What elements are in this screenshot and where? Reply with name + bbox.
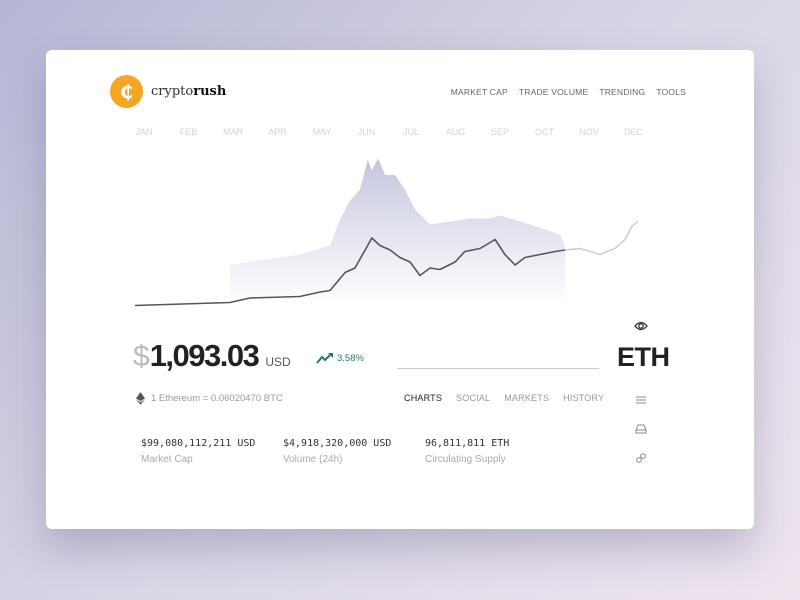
- stat-label: Circulating Supply: [425, 454, 506, 465]
- logo[interactable]: ₵ cryptorush: [110, 75, 226, 108]
- ethereum-icon: [136, 392, 145, 405]
- month-label: AUG: [445, 127, 466, 137]
- price-display: $ 1,093.03 USD: [133, 338, 291, 374]
- tab-markets[interactable]: MARKETS: [504, 393, 550, 403]
- trend-up-icon: [316, 353, 333, 364]
- brand-name-bold: rush: [193, 84, 227, 99]
- search-line-input[interactable]: [397, 368, 599, 369]
- volume-area: [229, 158, 565, 307]
- month-label: FEB: [179, 127, 198, 137]
- nav-market-cap[interactable]: MARKET CAP: [450, 87, 508, 97]
- month-label: SEP: [490, 127, 510, 137]
- month-label: MAR: [223, 127, 243, 137]
- month-label: JUL: [402, 127, 420, 137]
- link-icon[interactable]: [634, 451, 648, 465]
- list-icon[interactable]: [634, 393, 648, 407]
- tab-charts[interactable]: CHARTS: [404, 393, 443, 403]
- stat-supply: 96,811,811 ETH Circulating Supply: [425, 438, 567, 465]
- rate-text: 1 Ethereum = 0.06020470 BTC: [151, 393, 283, 404]
- stat-value: 96,811,811 ETH: [425, 438, 510, 449]
- main-card: ₵ cryptorush MARKET CAP TRADE VOLUME TRE…: [46, 50, 754, 529]
- month-label: JAN: [135, 127, 153, 137]
- nav-trending[interactable]: TRENDING: [599, 87, 646, 97]
- nav-tools[interactable]: TOOLS: [656, 87, 686, 97]
- month-label: JUN: [357, 127, 376, 137]
- stat-volume: $4,918,320,000 USD Volume (24h): [283, 438, 425, 465]
- stats: $99,080,112,211 USD Market Cap $4,918,320…: [141, 438, 567, 465]
- top-nav: MARKET CAP TRADE VOLUME TRENDING TOOLS: [451, 87, 686, 97]
- conversion-rate: 1 Ethereum = 0.06020470 BTC: [136, 392, 283, 405]
- inbox-icon[interactable]: [634, 422, 648, 436]
- logo-coin-icon: ₵: [110, 75, 143, 108]
- month-label: MAY: [312, 127, 332, 137]
- month-label: OCT: [535, 127, 554, 137]
- stat-market-cap: $99,080,112,211 USD Market Cap: [141, 438, 283, 465]
- month-label: DEC: [623, 127, 644, 137]
- month-label: NOV: [579, 127, 599, 137]
- currency-symbol: $: [133, 340, 150, 373]
- tabs: CHARTS SOCIAL MARKETS HISTORY: [404, 393, 604, 403]
- projection-line: [564, 220, 639, 256]
- tab-history[interactable]: HISTORY: [563, 393, 605, 403]
- price-value: 1,093.03: [149, 338, 260, 373]
- price-line: [135, 237, 566, 307]
- price-unit: USD: [265, 355, 291, 369]
- stat-label: Volume (24h): [283, 454, 343, 465]
- stat-value: $99,080,112,211 USD: [141, 438, 256, 449]
- eye-icon[interactable]: [634, 319, 648, 333]
- stat-value: $4,918,320,000 USD: [283, 438, 392, 449]
- brand-name: cryptorush: [151, 84, 226, 99]
- tab-social[interactable]: SOCIAL: [456, 393, 491, 403]
- month-axis: JAN FEB MAR APR MAY JUN JUL AUG SEP OCT NOV DEC: [46, 127, 754, 139]
- change-percent: 3.58%: [337, 352, 364, 364]
- price-change: 3.58%: [316, 352, 364, 364]
- month-label: APR: [268, 127, 287, 137]
- brand-name-light: crypto: [151, 84, 194, 99]
- stat-label: Market Cap: [141, 454, 193, 465]
- ticker-symbol: ETH: [617, 342, 670, 372]
- nav-trade-volume[interactable]: TRADE VOLUME: [518, 87, 589, 97]
